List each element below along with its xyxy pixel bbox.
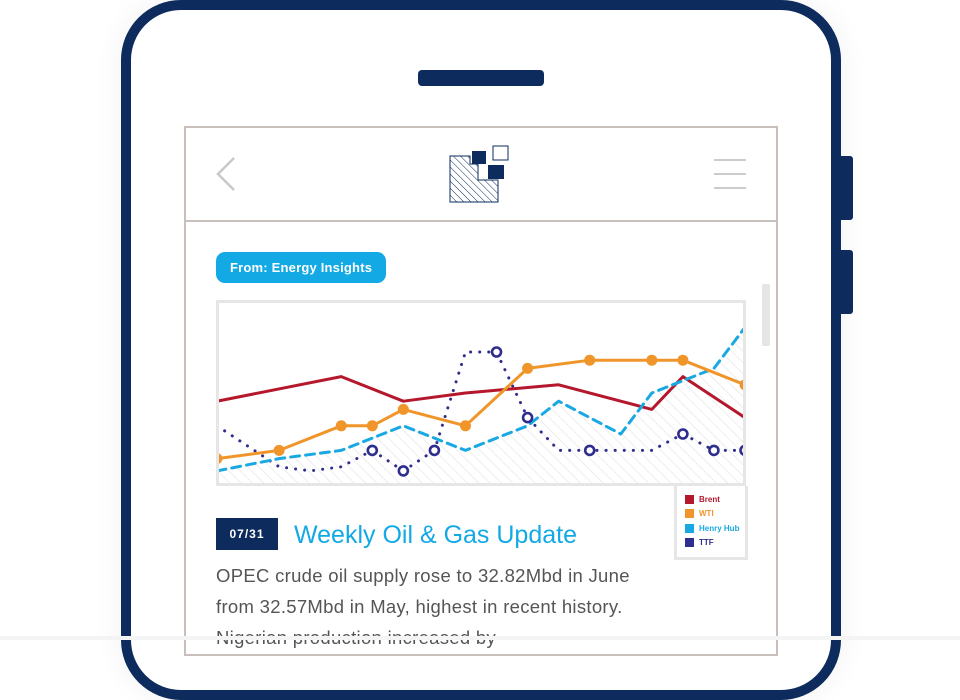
legend-item-brent: Brent	[685, 492, 745, 507]
article-date-tag: 07/31	[216, 518, 278, 550]
app-header	[186, 128, 776, 222]
phone-side-button-lower	[841, 250, 853, 314]
bottom-edge	[0, 636, 960, 640]
article-title[interactable]: Weekly Oil & Gas Update	[294, 521, 577, 549]
chart-legend: Brent WTI Henry Hub TTF	[674, 486, 748, 560]
legend-swatch-brent	[685, 494, 694, 504]
data-point-wti	[677, 354, 689, 366]
data-point-wti	[739, 379, 743, 390]
data-point-ttf	[677, 428, 689, 440]
phone-side-button-upper	[841, 156, 853, 220]
legend-label-wti: WTI	[699, 509, 714, 519]
data-point-wti	[219, 453, 223, 464]
back-button[interactable]	[212, 156, 244, 192]
data-point-ttf	[490, 346, 503, 358]
menu-button[interactable]	[712, 158, 748, 190]
app-screen: From: Energy Insights Brent WTI Henry Hu…	[184, 126, 778, 656]
data-point-ttf	[708, 444, 720, 457]
data-point-ttf	[583, 444, 596, 457]
legend-label-henry-hub: Henry Hub	[699, 523, 740, 533]
legend-swatch-wti	[685, 509, 694, 519]
scrollbar-thumb[interactable]	[762, 284, 770, 346]
company-logo	[448, 144, 514, 206]
data-point-ttf	[739, 444, 743, 456]
hamburger-menu-icon	[714, 159, 746, 189]
data-point-wti	[366, 420, 378, 432]
data-point-wti	[522, 362, 534, 374]
phone-speaker	[418, 70, 544, 86]
data-point-ttf	[521, 411, 534, 424]
data-point-wti	[335, 420, 347, 432]
data-point-ttf	[428, 444, 441, 457]
data-point-ttf	[366, 444, 379, 457]
chart-hatched-area	[219, 330, 743, 483]
data-point-wti	[459, 420, 471, 432]
data-point-wti	[273, 444, 285, 456]
data-point-wti	[397, 403, 409, 415]
legend-item-henry-hub: Henry Hub	[685, 521, 745, 536]
data-point-wti	[646, 354, 658, 366]
chart-container	[216, 300, 746, 486]
line-chart	[219, 327, 743, 483]
legend-label-brent: Brent	[699, 494, 720, 504]
data-point-ttf	[397, 465, 410, 477]
legend-label-ttf: TTF	[699, 538, 714, 548]
series-line-henry-hub	[219, 327, 743, 473]
source-badge[interactable]: From: Energy Insights	[216, 252, 387, 283]
legend-item-ttf: TTF	[685, 536, 745, 551]
chevron-left-icon	[216, 157, 235, 191]
legend-swatch-henry-hub	[685, 523, 694, 533]
data-point-wti	[584, 354, 596, 366]
legend-swatch-ttf	[685, 538, 694, 548]
legend-item-wti: WTI	[685, 507, 745, 522]
